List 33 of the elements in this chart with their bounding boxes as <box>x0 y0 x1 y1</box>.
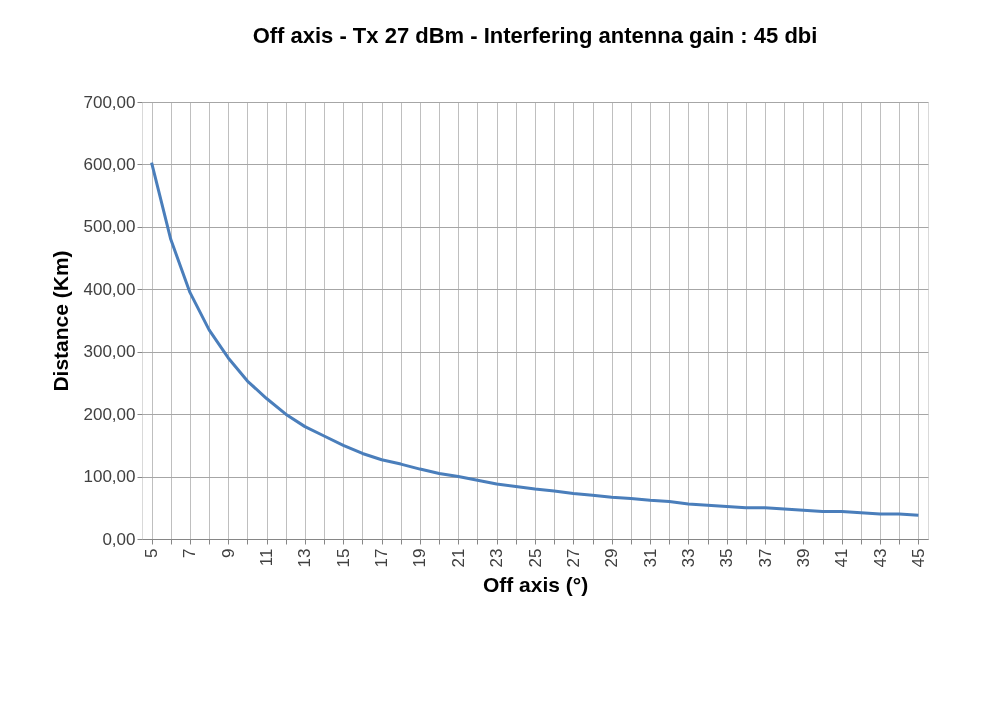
x-tick-label: 13 <box>295 548 315 568</box>
line-series <box>150 161 920 517</box>
x-axis-title: Off axis (°) <box>482 573 589 597</box>
x-tick-label: 11 <box>257 548 277 567</box>
x-tick-label: 7 <box>180 548 200 558</box>
y-tick-label: 500,00 <box>83 217 136 237</box>
x-tick-label: 45 <box>908 548 928 568</box>
x-tick-label: 19 <box>410 548 430 568</box>
y-tick-label: 400,00 <box>83 279 136 299</box>
y-tick-label: 100,00 <box>83 467 136 487</box>
chart-title: Off axis - Tx 27 dBm - Interfering antenna gain : 45 dbi <box>252 23 818 48</box>
x-tick-label: 37 <box>755 548 775 568</box>
y-tick-label: 200,00 <box>83 404 136 424</box>
y-tick-label: 300,00 <box>83 342 136 362</box>
x-tick-label: 21 <box>448 548 468 568</box>
x-tick-label: 5 <box>142 548 162 558</box>
x-tick-label: 43 <box>870 548 890 568</box>
x-tick-label: 31 <box>640 548 660 568</box>
y-tick-label: 600,00 <box>83 154 136 174</box>
x-tick-label: 29 <box>602 548 622 568</box>
x-tick-label: 41 <box>832 548 852 568</box>
x-tick-label: 27 <box>563 548 583 568</box>
x-tick-label: 25 <box>525 548 545 568</box>
x-tick-label: 33 <box>678 548 698 568</box>
y-axis-title: Distance (Km) <box>48 250 72 392</box>
x-tick-label: 15 <box>333 548 353 568</box>
y-tick-label: 0,00 <box>102 529 136 549</box>
x-tick-label: 23 <box>487 548 507 568</box>
x-tick-label: 9 <box>218 548 238 558</box>
x-tick-label: 17 <box>372 548 392 568</box>
x-tick-label: 39 <box>793 548 813 568</box>
x-tick-label: 35 <box>717 548 737 568</box>
y-tick-label: 700,00 <box>83 92 136 112</box>
